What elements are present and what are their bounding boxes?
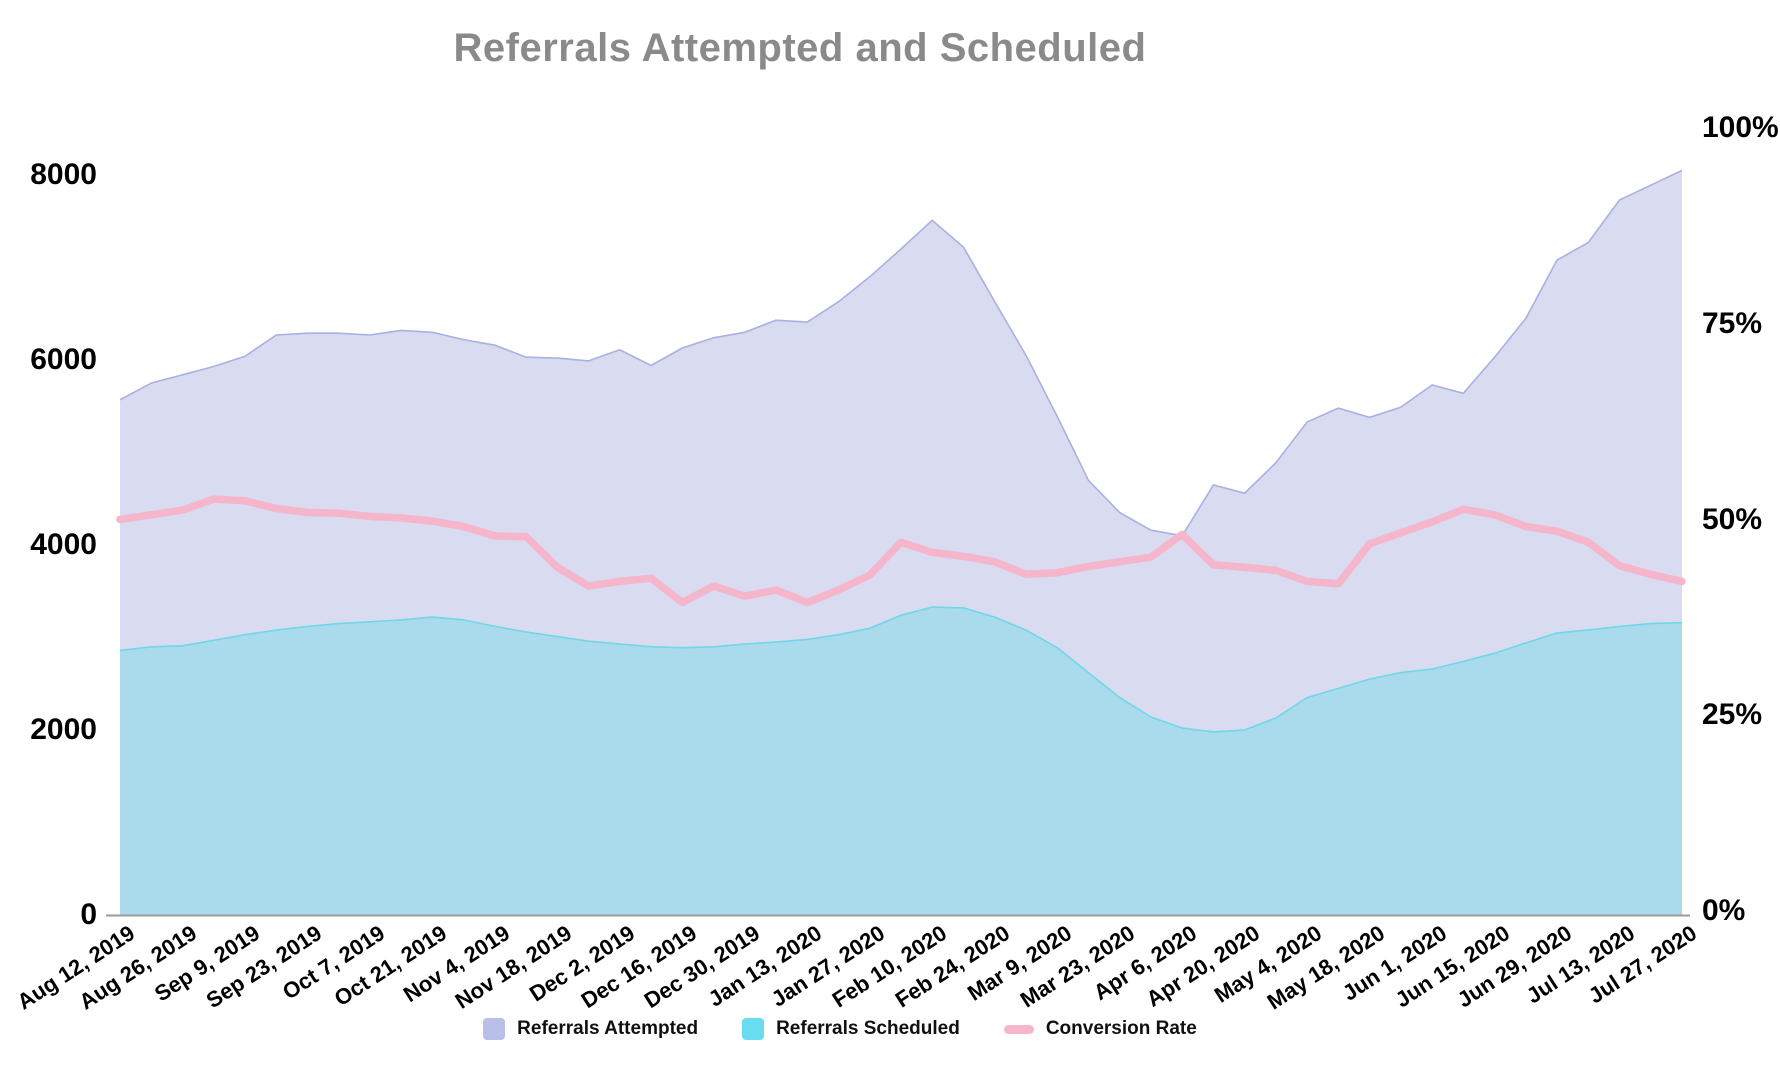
legend: Referrals Attempted Referrals Scheduled … [0, 1018, 1680, 1040]
conversion-swatch-icon [1003, 1024, 1034, 1034]
legend-label: Conversion Rate [1045, 1018, 1197, 1039]
right-axis-tick-label: 25% [1702, 698, 1763, 732]
legend-item-scheduled: Referrals Scheduled [742, 1018, 960, 1040]
chart-title: Referrals Attempted and Scheduled [453, 26, 1147, 70]
left-axis-tick-label: 6000 [30, 343, 97, 376]
conversion-rate-line [116, 495, 1686, 607]
attempted-swatch-icon [483, 1018, 506, 1040]
legend-label: Referrals Scheduled [776, 1018, 960, 1039]
right-axis-tick-label: 75% [1702, 306, 1763, 340]
right-axis-tick-label: 0% [1702, 894, 1746, 927]
legend-item-attempted: Referrals Attempted [483, 1018, 698, 1040]
left-axis-tick-label: 8000 [30, 158, 97, 191]
scheduled-area-outline [119, 606, 1683, 733]
legend-label: Referrals Attempted [517, 1018, 699, 1039]
left-axis-tick-label: 4000 [30, 528, 97, 561]
left-axis-tick-label: 0 [80, 898, 97, 931]
right-axis-tick-label: 100% [1702, 111, 1779, 144]
scheduled-swatch-icon [742, 1018, 765, 1040]
left-axis-tick-label: 2000 [30, 713, 97, 746]
legend-item-conversion: Conversion Rate [1003, 1018, 1197, 1040]
scheduled-area [120, 607, 1682, 915]
right-axis-tick-label: 50% [1702, 502, 1763, 536]
attempted-area-outline [119, 169, 1683, 537]
